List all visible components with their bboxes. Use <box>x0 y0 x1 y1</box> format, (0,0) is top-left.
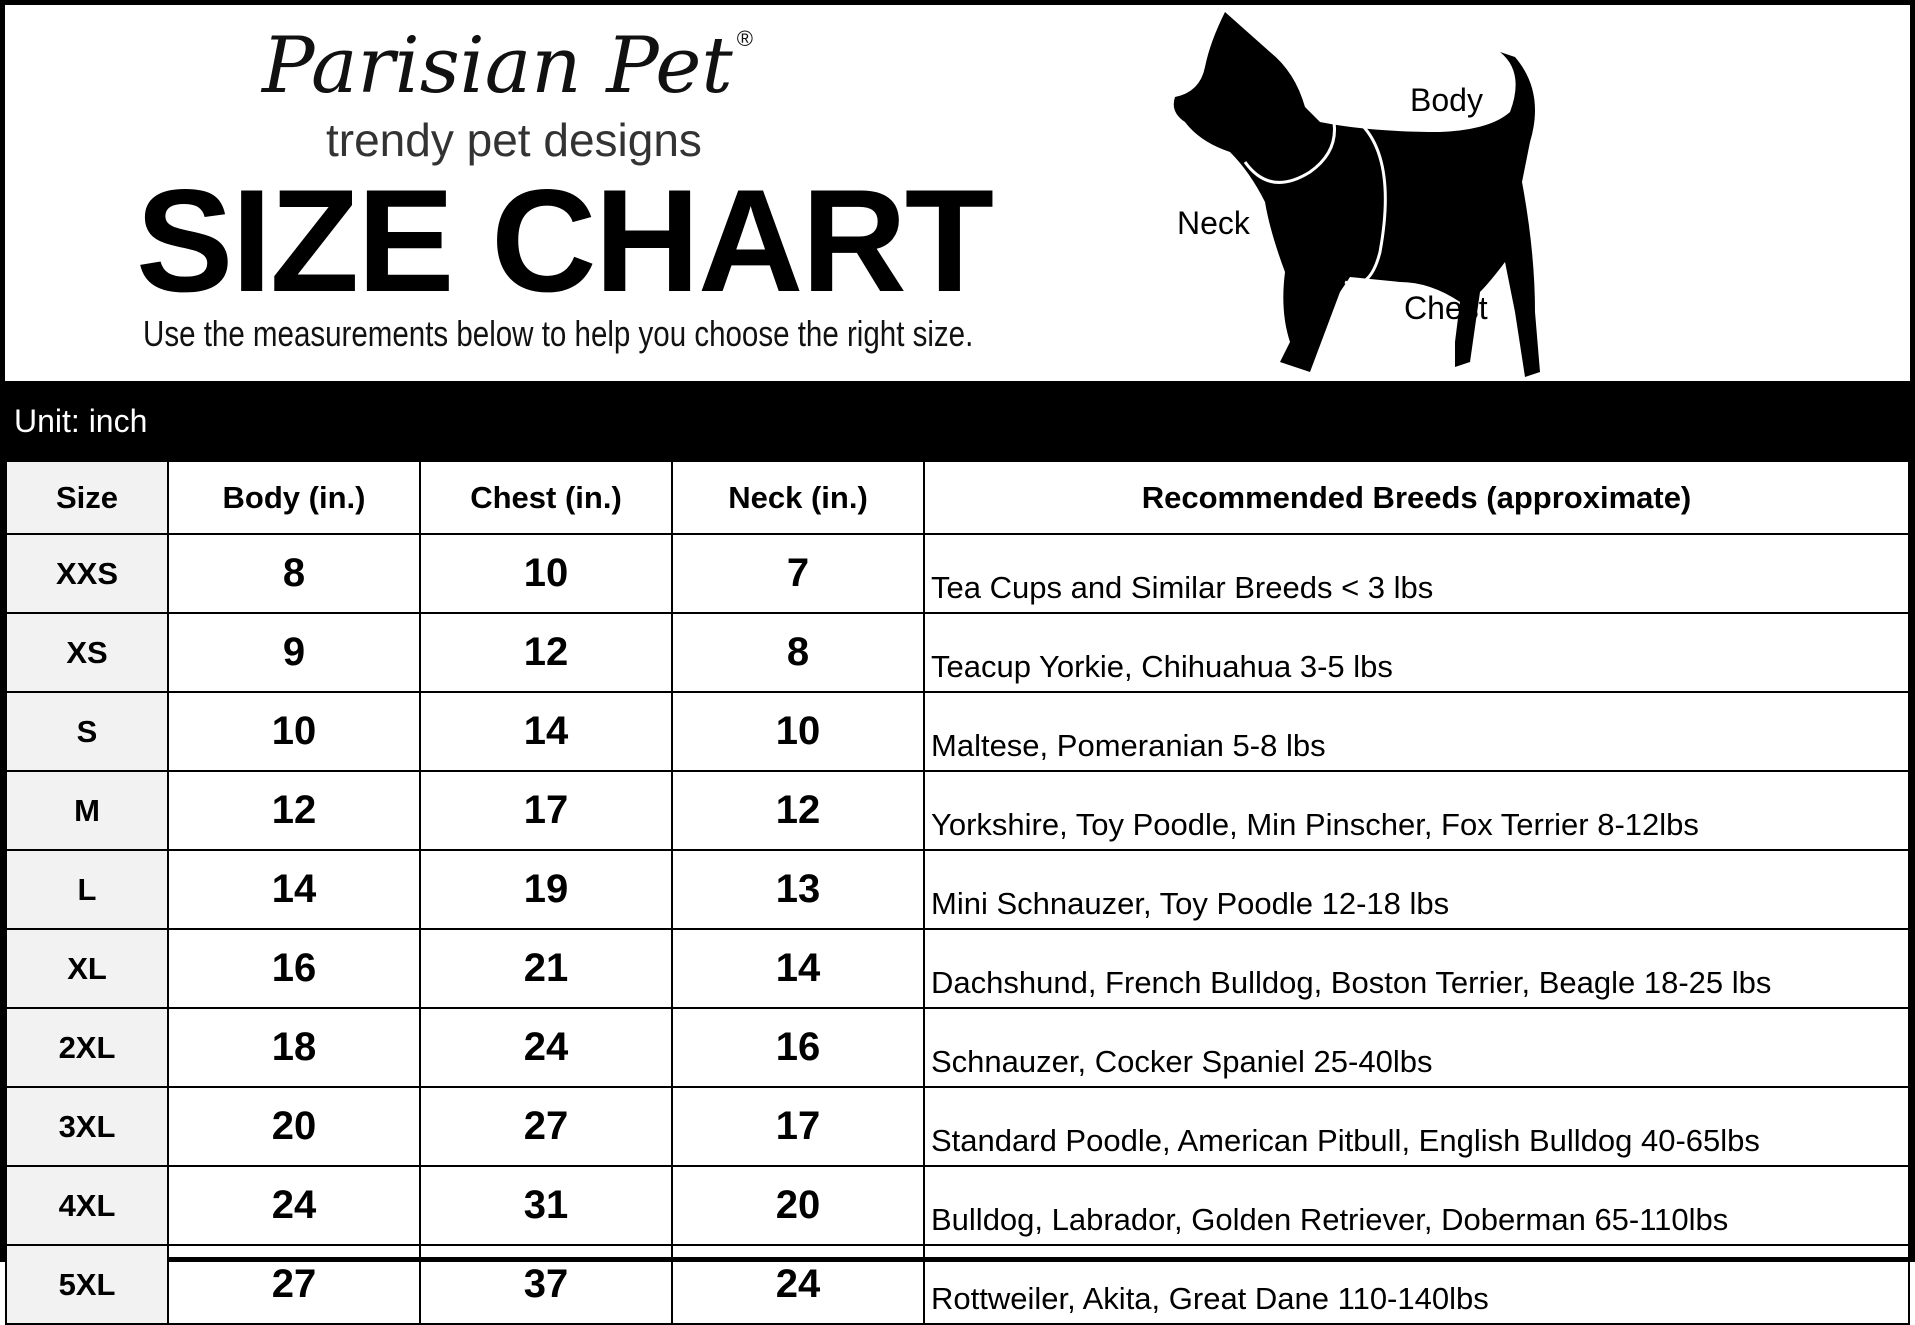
size-cell: S <box>5 691 169 772</box>
neck-cell: 8 <box>671 612 925 693</box>
body-cell: 20 <box>167 1086 421 1167</box>
header-breeds: Recommended Breeds (approximate) <box>923 460 1910 535</box>
chest-cell: 31 <box>419 1165 673 1246</box>
breed-cell: Bulldog, Labrador, Golden Retriever, Dob… <box>923 1165 1910 1246</box>
neck-cell: 20 <box>671 1165 925 1246</box>
chest-cell: 21 <box>419 928 673 1009</box>
breed-cell: Teacup Yorkie, Chihuahua 3-5 lbs <box>923 612 1910 693</box>
table-row: 5XL 27 37 24 Rottweiler, Akita, Great Dane 1… <box>5 1244 1910 1325</box>
table-header-row: Size Body (in.) Chest (in.) Neck (in.) R… <box>5 460 1910 535</box>
size-cell: 3XL <box>5 1086 169 1167</box>
neck-cell: 12 <box>671 770 925 851</box>
body-cell: 8 <box>167 533 421 614</box>
size-cell: 5XL <box>5 1244 169 1325</box>
table-row: XL 16 21 14 Dachshund, French Bulldog, Bosto… <box>5 928 1910 1009</box>
breed-cell: Rottweiler, Akita, Great Dane 110-140lbs <box>923 1244 1910 1325</box>
header-size: Size <box>5 460 169 535</box>
dog-silhouette-icon <box>1173 12 1540 377</box>
size-cell: 4XL <box>5 1165 169 1246</box>
table-row: 2XL 18 24 16 Schnauzer, Cocker Spaniel 25-40… <box>5 1007 1910 1088</box>
neck-cell: 17 <box>671 1086 925 1167</box>
size-cell: M <box>5 770 169 851</box>
body-cell: 27 <box>167 1244 421 1325</box>
chest-cell: 17 <box>419 770 673 851</box>
chest-cell: 19 <box>419 849 673 930</box>
breed-cell: Maltese, Pomeranian 5-8 lbs <box>923 691 1910 772</box>
header-chest: Chest (in.) <box>419 460 673 535</box>
chest-cell: 37 <box>419 1244 673 1325</box>
table-row: XXS 8 10 7 Tea Cups and Similar Breeds < 3 l… <box>5 533 1910 614</box>
neck-cell: 10 <box>671 691 925 772</box>
body-cell: 14 <box>167 849 421 930</box>
registered-mark: ® <box>736 26 753 51</box>
size-cell: 2XL <box>5 1007 169 1088</box>
breed-cell: Schnauzer, Cocker Spaniel 25-40lbs <box>923 1007 1910 1088</box>
page-subtitle: Use the measurements below to help you c… <box>143 313 974 354</box>
breed-cell: Yorkshire, Toy Poodle, Min Pinscher, Fox… <box>923 770 1910 851</box>
label-chest: Chest <box>1404 290 1488 326</box>
body-cell: 18 <box>167 1007 421 1088</box>
body-cell: 9 <box>167 612 421 693</box>
size-cell: XS <box>5 612 169 693</box>
table-row: 4XL 24 31 20 Bulldog, Labrador, Golden Retri… <box>5 1165 1910 1246</box>
chest-cell: 24 <box>419 1007 673 1088</box>
header-neck: Neck (in.) <box>671 460 925 535</box>
table-row: S 10 14 10 Maltese, Pomeranian 5-8 lbs <box>5 691 1910 772</box>
neck-cell: 7 <box>671 533 925 614</box>
body-cell: 24 <box>167 1165 421 1246</box>
label-neck: Neck <box>1177 205 1250 241</box>
body-cell: 16 <box>167 928 421 1009</box>
size-cell: XXS <box>5 533 169 614</box>
label-body: Body <box>1410 82 1483 118</box>
table-row: M 12 17 12 Yorkshire, Toy Poodle, Min Pinsch… <box>5 770 1910 851</box>
breed-cell: Tea Cups and Similar Breeds < 3 lbs <box>923 533 1910 614</box>
chest-cell: 12 <box>419 612 673 693</box>
chest-cell: 27 <box>419 1086 673 1167</box>
chest-cell: 14 <box>419 691 673 772</box>
neck-cell: 14 <box>671 928 925 1009</box>
breed-cell: Dachshund, French Bulldog, Boston Terrie… <box>923 928 1910 1009</box>
body-cell: 10 <box>167 691 421 772</box>
breed-cell: Mini Schnauzer, Toy Poodle 12-18 lbs <box>923 849 1910 930</box>
header-body: Body (in.) <box>167 460 421 535</box>
table-row: XS 9 12 8 Teacup Yorkie, Chihuahua 3-5 lbs <box>5 612 1910 693</box>
breed-cell: Standard Poodle, American Pitbull, Engli… <box>923 1086 1910 1167</box>
neck-cell: 13 <box>671 849 925 930</box>
unit-label: Unit: inch <box>14 403 148 439</box>
body-cell: 12 <box>167 770 421 851</box>
size-cell: L <box>5 849 169 930</box>
unit-band <box>5 381 1910 460</box>
neck-cell: 24 <box>671 1244 925 1325</box>
size-cell: XL <box>5 928 169 1009</box>
chest-cell: 10 <box>419 533 673 614</box>
brand-tagline: trendy pet designs <box>326 114 702 166</box>
brand-logo: Parisian Pet <box>262 21 733 111</box>
size-table: Size Body (in.) Chest (in.) Neck (in.) R… <box>5 460 1910 1325</box>
table-row: 3XL 20 27 17 Standard Poodle, American Pitbu… <box>5 1086 1910 1167</box>
table-row: L 14 19 13 Mini Schnauzer, Toy Poodle 12-18 … <box>5 849 1910 930</box>
brand-logo-group: Parisian Pet ® <box>262 24 753 108</box>
page-title: SIZE CHART <box>136 159 994 322</box>
neck-cell: 16 <box>671 1007 925 1088</box>
